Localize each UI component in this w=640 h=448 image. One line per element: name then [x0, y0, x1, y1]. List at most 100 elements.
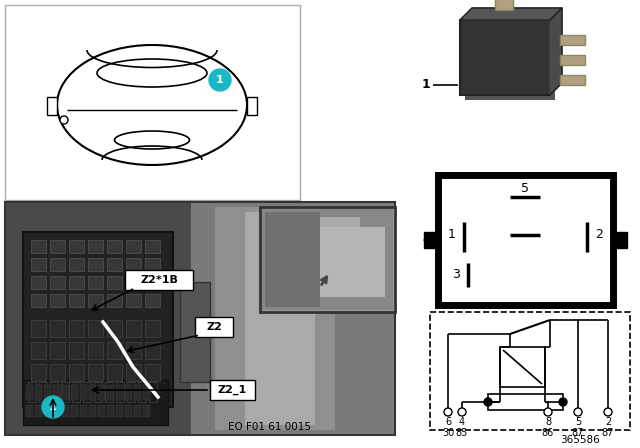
Bar [107, 294, 122, 307]
Bar [500, 347, 545, 387]
Bar [28, 382, 36, 402]
Bar [247, 97, 257, 115]
Text: 1: 1 [216, 75, 224, 85]
Bar [126, 240, 141, 253]
Bar [69, 258, 84, 271]
Bar [134, 385, 141, 400]
Bar [145, 342, 160, 359]
Bar [53, 385, 60, 400]
Text: 1: 1 [421, 78, 430, 91]
Bar [88, 294, 103, 307]
Bar [80, 385, 87, 400]
Bar [107, 276, 122, 289]
Bar [69, 342, 84, 359]
Bar [107, 385, 114, 400]
Bar [195, 317, 233, 337]
Bar [31, 258, 46, 271]
Circle shape [444, 408, 452, 416]
Bar [31, 294, 46, 307]
Text: Z2: Z2 [206, 322, 222, 332]
Bar [23, 380, 168, 425]
Bar [31, 364, 46, 381]
Bar [50, 258, 65, 271]
Bar [424, 232, 438, 248]
Bar [98, 405, 105, 417]
Bar [94, 382, 102, 402]
Bar [80, 405, 87, 417]
Circle shape [574, 408, 582, 416]
Bar [39, 382, 47, 402]
Bar [560, 35, 585, 45]
Bar [145, 320, 160, 337]
Bar [88, 258, 103, 271]
Bar [107, 320, 122, 337]
Text: 4: 4 [459, 417, 465, 427]
Bar [88, 240, 103, 253]
Bar [71, 405, 78, 417]
Bar [50, 294, 65, 307]
Bar [88, 320, 103, 337]
Bar [191, 203, 394, 434]
Bar [126, 364, 141, 381]
Bar [69, 364, 84, 381]
Text: 1: 1 [49, 402, 57, 412]
Bar [26, 405, 33, 417]
Text: 87: 87 [602, 428, 614, 438]
Bar [260, 207, 395, 312]
Text: 2: 2 [595, 228, 603, 241]
Text: 365586: 365586 [560, 435, 600, 445]
Bar [488, 394, 563, 410]
Text: 5: 5 [521, 182, 529, 195]
Bar [430, 312, 630, 430]
Bar [69, 320, 84, 337]
Bar [149, 382, 157, 402]
Bar [50, 364, 65, 381]
Bar [126, 276, 141, 289]
Bar [6, 203, 191, 434]
Bar [145, 276, 160, 289]
Bar [31, 276, 46, 289]
Bar [105, 382, 113, 402]
Bar [215, 207, 335, 430]
Bar [61, 382, 69, 402]
Bar [72, 382, 80, 402]
Text: 8: 8 [545, 417, 551, 427]
Bar [50, 320, 65, 337]
Text: 86: 86 [542, 428, 554, 438]
Bar [116, 405, 123, 417]
Text: 30: 30 [442, 428, 454, 438]
Bar [143, 385, 150, 400]
Bar [50, 240, 65, 253]
Bar [125, 270, 193, 290]
Bar [62, 405, 69, 417]
Text: 85: 85 [456, 428, 468, 438]
Bar [31, 342, 46, 359]
Bar [47, 97, 57, 115]
Bar [320, 227, 385, 297]
Bar [262, 209, 393, 310]
Circle shape [42, 396, 64, 418]
Text: 5: 5 [575, 417, 581, 427]
Bar [127, 382, 135, 402]
Bar [143, 405, 150, 417]
Bar [125, 385, 132, 400]
Bar [83, 382, 91, 402]
Text: 87: 87 [572, 428, 584, 438]
Bar [134, 405, 141, 417]
Bar [31, 320, 46, 337]
Bar [50, 276, 65, 289]
Bar [116, 382, 124, 402]
Circle shape [458, 408, 466, 416]
Bar [126, 342, 141, 359]
Text: Z2*1B: Z2*1B [140, 275, 178, 285]
Bar [88, 342, 103, 359]
Bar [145, 364, 160, 381]
Bar [265, 212, 320, 307]
Bar [44, 405, 51, 417]
Bar [62, 385, 69, 400]
Polygon shape [460, 8, 562, 20]
Bar [88, 364, 103, 381]
Bar [465, 25, 555, 100]
Bar [438, 175, 613, 305]
Bar [53, 405, 60, 417]
